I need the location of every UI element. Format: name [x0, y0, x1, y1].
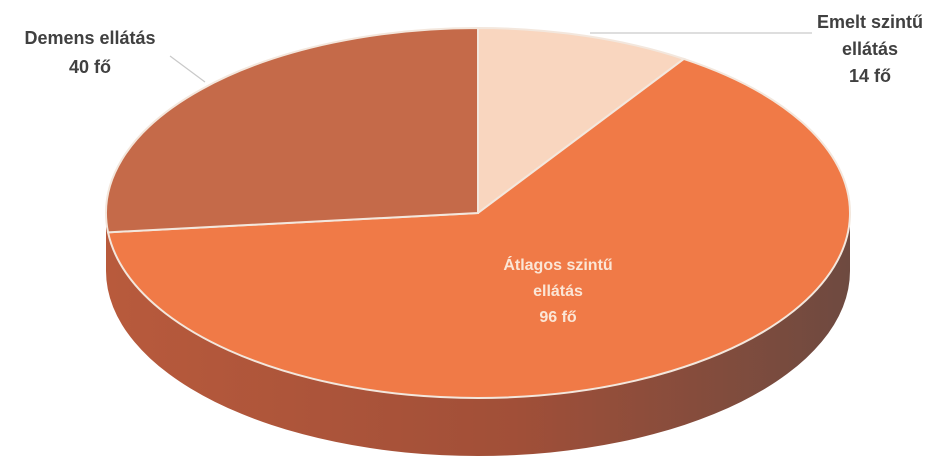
pie-top-face: [105, 26, 851, 399]
pie-side-surface: [106, 213, 850, 456]
leader-line-3: [169, 55, 206, 83]
data-label-line: 96 fő: [539, 309, 577, 326]
data-label-line: Átlagos szintű: [503, 255, 612, 274]
data-label-line: 40 fő: [69, 57, 111, 77]
pie-side-wall: [106, 213, 850, 456]
data-label-line: Emelt szintű: [817, 12, 923, 32]
data-label-line: 14 fő: [849, 66, 891, 86]
data-label-2: Átlagos szintű ellátás 96 fő: [503, 255, 612, 326]
data-label-1: Emelt szintű ellátás 14 fő: [817, 12, 923, 86]
data-label-line: ellátás: [842, 39, 898, 59]
pie-slice-3: [105, 26, 479, 234]
data-label-line: ellátás: [533, 283, 583, 300]
data-label-3: Demens ellátás 40 fő: [24, 28, 155, 77]
data-labels: Emelt szintű ellátás 14 fő Átlagos szintű el…: [24, 12, 923, 326]
pie-slice-1: [477, 26, 686, 215]
leader-lines: [169, 32, 812, 83]
data-label-line: Demens ellátás: [24, 28, 155, 48]
pie-slice-2: [106, 57, 851, 399]
